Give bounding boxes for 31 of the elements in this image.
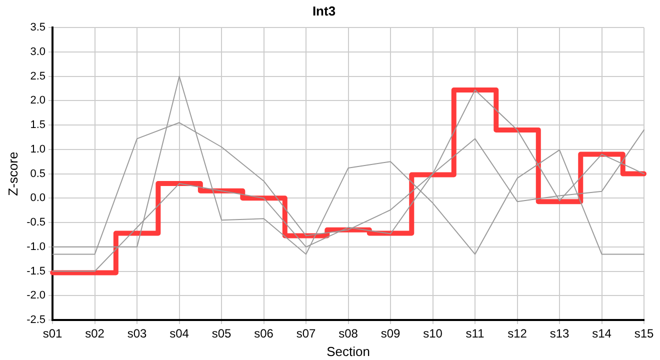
x-axis-title: Section — [326, 344, 370, 359]
y-tick-label: -1.5 — [26, 265, 46, 278]
x-tick-label: s06 — [254, 326, 274, 341]
chart-title: Int3 — [312, 3, 336, 18]
y-tick-label: 3.5 — [30, 22, 46, 34]
x-tick-label: s05 — [212, 326, 232, 341]
y-tick-label: 0.5 — [30, 168, 46, 180]
y-tick-label: 1.0 — [30, 143, 46, 156]
x-tick-label: s09 — [380, 326, 401, 341]
x-tick-label: s12 — [508, 326, 528, 341]
y-tick-label: 3.0 — [30, 46, 46, 58]
y-tick-label: 2.5 — [30, 70, 46, 82]
y-tick-label: -0.5 — [26, 216, 46, 229]
y-tick-label: -2.0 — [26, 290, 46, 302]
x-tick-label: s01 — [42, 326, 63, 341]
y-axis-title: Z-score — [5, 152, 20, 196]
x-tick-label: s10 — [423, 326, 443, 341]
x-tick-label: s11 — [466, 326, 485, 341]
x-tick-label: s03 — [127, 326, 148, 341]
x-tick-label: s14 — [592, 326, 612, 341]
y-tick-label: 1.5 — [30, 119, 46, 132]
y-tick-label: 2.0 — [30, 94, 46, 107]
y-tick-label: 0.0 — [30, 192, 46, 204]
x-tick-label: s04 — [170, 326, 190, 341]
x-tick-label: s15 — [634, 326, 654, 341]
x-tick-label: s07 — [296, 326, 316, 341]
x-tick-label: s13 — [550, 326, 570, 341]
x-tick-label: s02 — [85, 326, 105, 341]
y-tick-label: -2.5 — [26, 314, 46, 326]
y-tick-label: -1.0 — [26, 240, 46, 253]
x-tick-label: s08 — [338, 326, 358, 341]
